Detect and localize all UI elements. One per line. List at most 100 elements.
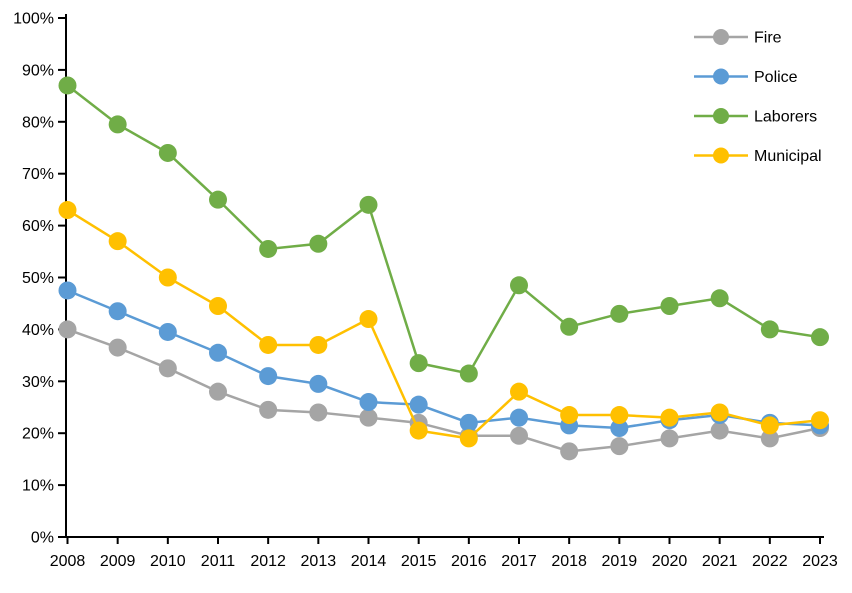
legend-label: Fire xyxy=(754,30,782,47)
data-point-municipal xyxy=(409,421,428,440)
x-tick-label: 2017 xyxy=(501,553,537,570)
data-point-municipal xyxy=(560,406,579,425)
data-point-police xyxy=(209,343,227,362)
data-point-police xyxy=(58,281,77,300)
data-point-laborers xyxy=(259,239,278,258)
data-point-police xyxy=(108,302,127,321)
data-point-laborers xyxy=(560,317,579,336)
y-tick-label: 10% xyxy=(22,478,54,495)
data-point-municipal xyxy=(811,411,829,430)
data-point-fire xyxy=(209,382,227,401)
data-point-laborers xyxy=(710,289,729,308)
x-tick-label: 2009 xyxy=(100,553,136,570)
y-tick-label: 30% xyxy=(22,374,54,391)
data-point-laborers xyxy=(359,195,378,214)
y-tick-label: 40% xyxy=(22,322,54,339)
legend-item-municipal: Municipal xyxy=(694,147,822,165)
x-tick-label: 2015 xyxy=(401,553,437,570)
series-line-laborers xyxy=(66,84,821,375)
data-point-laborers xyxy=(409,354,428,373)
y-tick-label: 100% xyxy=(13,11,54,28)
series-line-fire xyxy=(67,328,821,453)
data-point-laborers xyxy=(459,364,478,383)
data-point-fire xyxy=(560,442,579,461)
data-point-laborers xyxy=(610,304,629,323)
x-tick-label: 2014 xyxy=(351,553,387,570)
data-point-fire xyxy=(108,338,127,357)
data-point-fire xyxy=(158,359,177,378)
data-point-municipal xyxy=(610,406,629,425)
data-point-police xyxy=(359,393,378,412)
x-tick-label: 2008 xyxy=(50,553,86,570)
data-point-laborers xyxy=(58,76,77,95)
data-point-municipal xyxy=(209,297,227,316)
legend-label: Municipal xyxy=(754,148,822,165)
data-point-municipal xyxy=(459,429,478,448)
x-tick-label: 2010 xyxy=(150,553,186,570)
data-point-police xyxy=(259,367,278,386)
y-tick-label: 20% xyxy=(22,426,54,443)
data-point-municipal xyxy=(108,232,127,251)
data-point-municipal xyxy=(710,403,729,422)
legend-marker-laborers-icon xyxy=(713,108,729,124)
y-tick-label: 60% xyxy=(22,218,54,235)
data-point-fire xyxy=(710,421,729,440)
series-line-police xyxy=(67,289,821,430)
series-fire xyxy=(58,320,829,461)
y-tick-label: 0% xyxy=(31,530,54,547)
data-point-police xyxy=(158,322,177,341)
data-point-municipal xyxy=(58,201,77,220)
y-tick-label: 90% xyxy=(22,62,54,79)
data-point-municipal xyxy=(660,408,679,427)
x-tick-label: 2022 xyxy=(752,553,788,570)
data-point-laborers xyxy=(309,234,328,253)
data-point-municipal xyxy=(259,335,278,354)
data-point-laborers xyxy=(158,143,177,162)
data-point-laborers xyxy=(510,276,528,295)
data-point-municipal xyxy=(359,310,378,329)
data-point-municipal xyxy=(158,268,177,287)
x-tick-label: 2023 xyxy=(802,553,838,570)
data-point-fire xyxy=(610,437,629,456)
data-point-police xyxy=(610,419,629,438)
data-point-laborers xyxy=(811,328,829,347)
y-tick-label: 70% xyxy=(22,166,54,183)
x-tick-label: 2021 xyxy=(702,553,738,570)
data-point-laborers xyxy=(108,115,127,134)
data-point-laborers xyxy=(209,190,227,209)
x-tick-label: 2011 xyxy=(201,553,236,570)
legend-marker-police-icon xyxy=(713,68,729,85)
legend: Fire Police Laborers Municipal xyxy=(694,29,822,165)
legend-item-police: Police xyxy=(694,68,798,86)
data-point-fire xyxy=(259,400,278,419)
data-point-fire xyxy=(510,426,528,445)
series-laborers xyxy=(58,76,829,383)
data-point-fire xyxy=(660,429,679,448)
y-tick-label: 80% xyxy=(22,114,54,131)
data-point-laborers xyxy=(760,320,779,339)
x-tick-label: 2012 xyxy=(250,553,286,570)
x-tick-label: 2013 xyxy=(301,553,337,570)
axes: 0% 10% 20% 30% 40% 50% 60% 70% 80% 90% 100% 2008 200… xyxy=(13,11,838,571)
series-municipal xyxy=(58,201,829,448)
data-point-fire xyxy=(309,403,328,422)
data-point-fire xyxy=(359,408,378,427)
series-line-municipal xyxy=(66,208,821,440)
x-tick-label: 2019 xyxy=(602,553,638,570)
data-point-police xyxy=(409,395,428,414)
data-point-fire xyxy=(58,320,77,339)
x-tick-label: 2020 xyxy=(652,553,688,570)
data-point-laborers xyxy=(660,297,679,316)
data-point-municipal xyxy=(760,416,779,435)
legend-label: Laborers xyxy=(754,109,817,126)
data-point-police xyxy=(510,408,528,427)
x-tick-label: 2016 xyxy=(451,553,487,570)
data-point-municipal xyxy=(309,335,328,354)
legend-marker-municipal-icon xyxy=(713,147,729,164)
data-point-municipal xyxy=(510,382,528,401)
y-tick-label: 50% xyxy=(22,270,54,287)
legend-label: Police xyxy=(754,69,798,86)
data-point-police xyxy=(309,374,328,393)
legend-item-fire: Fire xyxy=(694,29,782,47)
